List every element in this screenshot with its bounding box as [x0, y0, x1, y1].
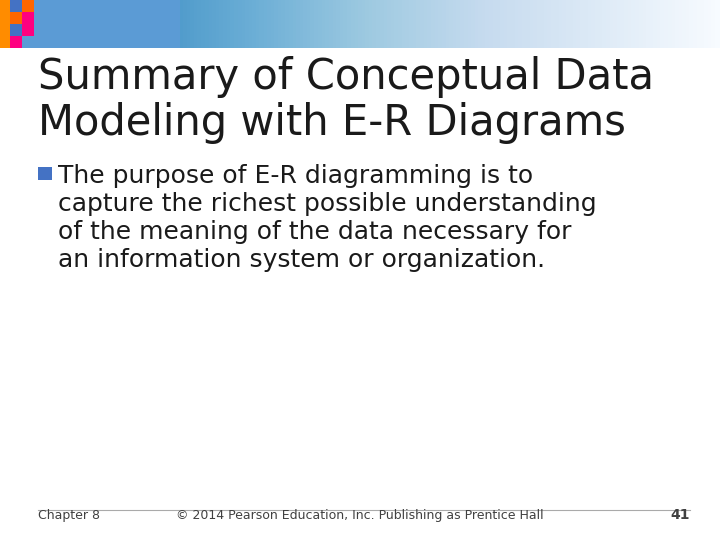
Text: The purpose of E-R diagramming is to: The purpose of E-R diagramming is to — [58, 165, 533, 188]
Bar — [0, 0, 10, 48]
Bar — [10, 36, 22, 48]
Text: Modeling with E-R Diagrams: Modeling with E-R Diagrams — [38, 103, 626, 145]
Text: Chapter 8: Chapter 8 — [38, 509, 100, 522]
Bar — [10, 24, 22, 36]
Text: 41: 41 — [670, 508, 690, 522]
Text: Summary of Conceptual Data: Summary of Conceptual Data — [38, 56, 654, 98]
Bar — [22, 0, 34, 12]
Bar — [0, 0, 180, 48]
Bar — [22, 12, 34, 24]
Text: an information system or organization.: an information system or organization. — [58, 248, 544, 272]
Text: © 2014 Pearson Education, Inc. Publishing as Prentice Hall: © 2014 Pearson Education, Inc. Publishin… — [176, 509, 544, 522]
Bar — [22, 24, 34, 36]
Bar — [10, 12, 22, 24]
Text: capture the richest possible understanding: capture the richest possible understandi… — [58, 192, 596, 217]
Bar — [38, 166, 52, 180]
Text: of the meaning of the data necessary for: of the meaning of the data necessary for — [58, 220, 571, 244]
Bar — [10, 0, 22, 12]
